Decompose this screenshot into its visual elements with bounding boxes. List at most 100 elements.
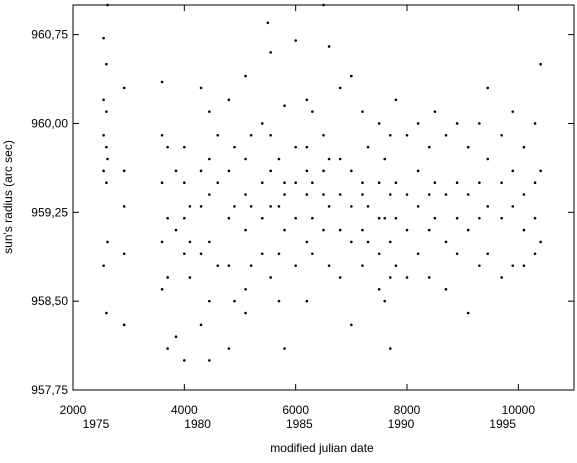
data-point: [427, 193, 431, 196]
data-point: [361, 228, 364, 232]
data-point: [522, 193, 526, 196]
data-point: [338, 157, 342, 161]
data-point: [377, 122, 381, 125]
data-point: [511, 169, 515, 173]
data-point: [394, 98, 398, 102]
data-point: [227, 98, 231, 102]
data-point: [102, 169, 105, 173]
data-point: [350, 205, 353, 208]
data-point: [366, 145, 370, 149]
data-point: [188, 276, 192, 279]
data-point: [199, 169, 203, 173]
data-point: [500, 134, 503, 137]
data-point: [486, 252, 490, 256]
data-point: [122, 323, 126, 327]
data-point: [327, 264, 331, 267]
data-point: [500, 181, 503, 184]
data-point: [377, 216, 381, 220]
data-point: [249, 264, 253, 267]
data-point: [311, 252, 314, 256]
data-point: [160, 240, 164, 244]
data-point: [102, 134, 105, 137]
data-point: [105, 110, 108, 113]
data-point: [383, 299, 387, 303]
data-point: [183, 359, 186, 362]
data-point: [327, 157, 331, 161]
data-point: [478, 216, 481, 220]
data-point: [283, 193, 286, 196]
data-point: [183, 216, 186, 220]
data-point: [305, 169, 309, 173]
data-point: [338, 193, 342, 196]
data-point: [166, 347, 169, 350]
data-point: [249, 134, 253, 137]
data-point: [478, 264, 481, 267]
data-point: [486, 157, 490, 161]
data-point: [227, 347, 231, 350]
data-point: [233, 205, 236, 208]
data-point: [283, 347, 286, 350]
data-point: [269, 134, 272, 137]
data-point: [174, 335, 178, 338]
data-point: [266, 21, 270, 25]
data-point: [533, 252, 537, 256]
data-point: [277, 205, 281, 208]
data-point: [160, 181, 164, 184]
data-point: [260, 252, 264, 256]
data-point: [311, 110, 314, 113]
data-point: [183, 181, 186, 184]
data-point: [244, 157, 247, 161]
x-tick-label: 2000: [60, 403, 87, 417]
data-point: [486, 86, 490, 90]
data-point: [405, 193, 409, 196]
data-point: [455, 122, 459, 125]
data-point: [244, 193, 247, 196]
data-point: [361, 181, 364, 184]
data-point: [305, 145, 309, 149]
data-point: [122, 252, 126, 256]
data-point: [305, 240, 309, 244]
data-point: [260, 122, 264, 125]
data-point: [183, 145, 186, 149]
data-point: [166, 145, 169, 149]
data-point: [227, 216, 231, 220]
data-point: [294, 216, 297, 220]
data-point: [389, 276, 392, 279]
year-tick-label: 1980: [184, 417, 211, 431]
data-point: [244, 288, 247, 291]
data-point: [338, 276, 342, 279]
data-point: [533, 181, 537, 184]
data-point: [208, 299, 211, 303]
data-point: [233, 145, 236, 149]
data-point: [227, 169, 231, 173]
data-point: [511, 110, 515, 113]
data-point: [244, 228, 247, 232]
data-point: [427, 145, 431, 149]
y-tick-label: 958,50: [31, 294, 68, 308]
data-point: [350, 240, 353, 244]
data-point: [166, 216, 169, 220]
data-point: [322, 228, 325, 232]
data-point: [322, 169, 325, 173]
y-tick-label: 959,25: [31, 205, 68, 219]
data-point: [106, 3, 109, 7]
year-tick-label: 1990: [388, 417, 415, 431]
x-tick-label: 8000: [394, 403, 421, 417]
data-point: [105, 311, 108, 315]
data-point: [244, 74, 247, 78]
data-point: [105, 181, 108, 184]
data-point: [122, 169, 126, 173]
data-point: [455, 181, 459, 184]
data-point: [102, 264, 105, 267]
data-point: [283, 104, 286, 107]
data-point: [366, 205, 370, 208]
data-point: [416, 205, 420, 208]
year-tick-label: 1985: [286, 417, 313, 431]
data-point: [416, 122, 420, 125]
data-point: [277, 252, 281, 256]
data-point: [455, 216, 459, 220]
data-point: [322, 134, 325, 137]
data-point: [466, 193, 470, 196]
data-point: [361, 264, 364, 267]
data-point: [427, 228, 431, 232]
